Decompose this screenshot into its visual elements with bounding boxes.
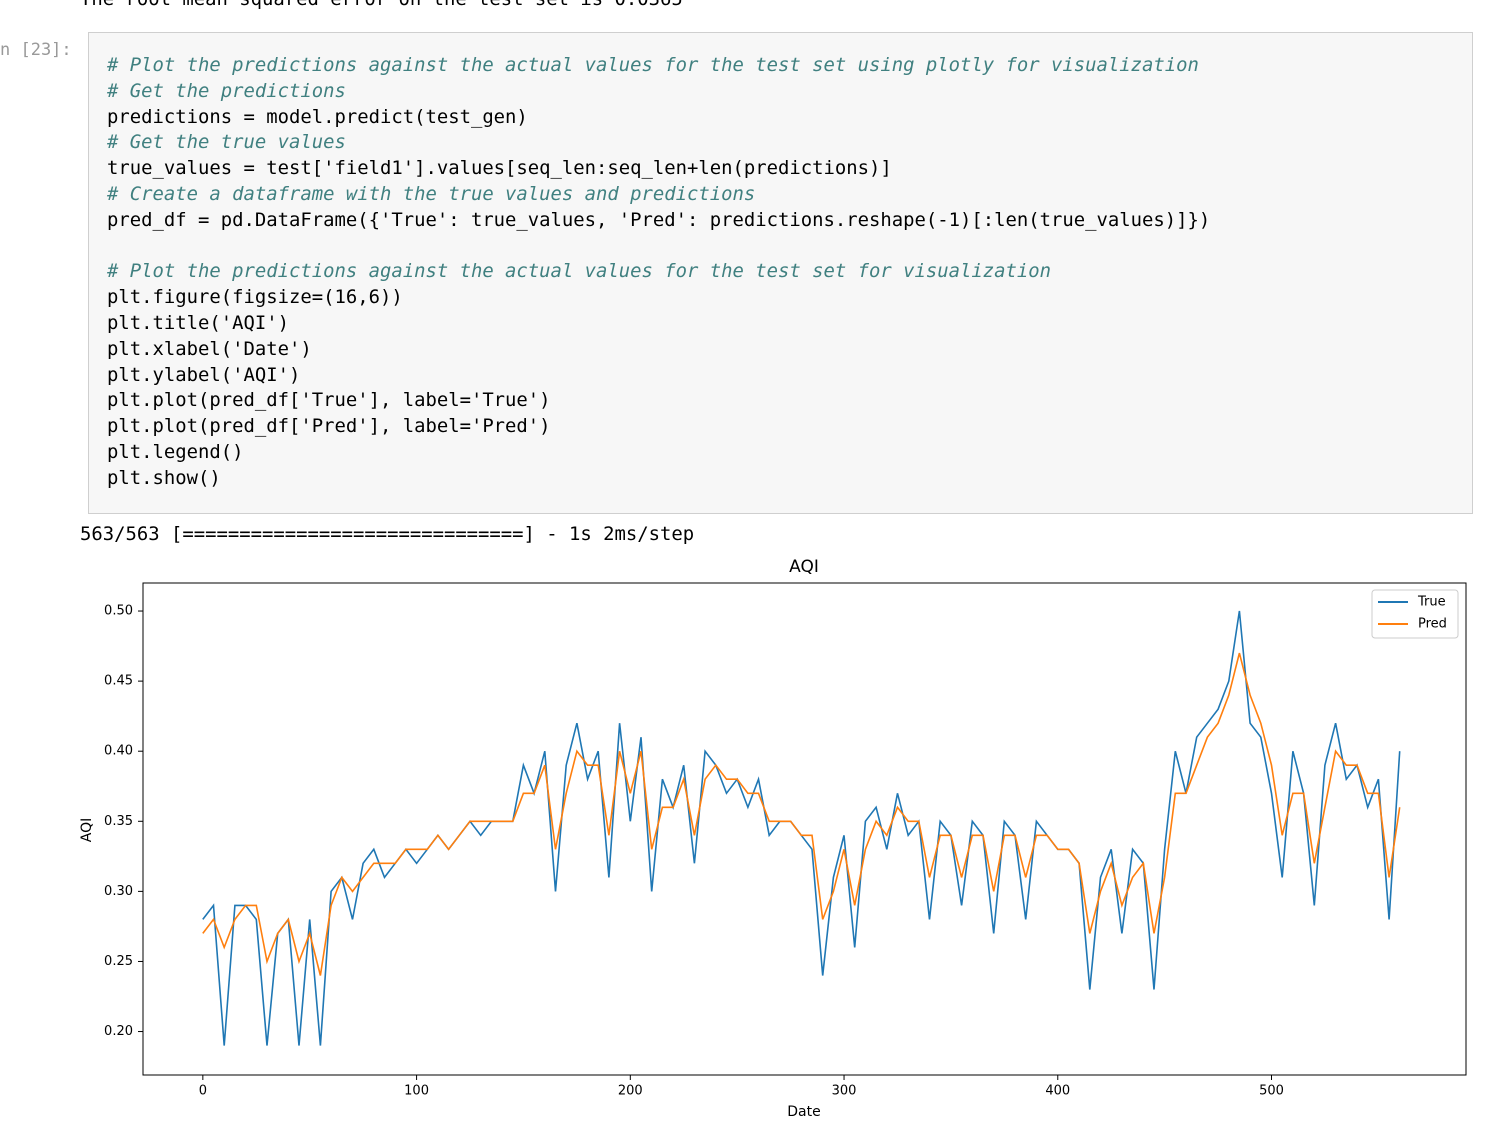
code-line: pred_df = pd.DataFrame({'True': true_val… [107,208,1211,231]
previous-output: The root mean squared error on the test … [80,0,683,10]
code-line: # Get the true values [107,131,346,154]
chart-title: AQI [789,557,819,577]
series-line [202,652,1401,976]
series-line [202,610,1401,1046]
code-line: plt.title('AQI') [107,311,289,334]
code-line: # Plot the predictions against the actua… [107,260,1051,283]
x-tick-label: 200 [618,1084,643,1099]
code: # Plot the predictions against the actua… [107,53,1210,492]
code-block: # Plot the predictions against the actua… [107,53,1210,234]
code-line: plt.figure(figsize=(16,6)) [107,286,403,309]
y-tick-label: 0.20 [104,1024,133,1039]
x-tick-label: 400 [1045,1084,1070,1099]
legend-label: Pred [1418,617,1447,632]
x-axis-label: Date [787,1104,820,1120]
x-tick-label: 300 [832,1084,857,1099]
x-tick-label: 0 [199,1084,207,1099]
code-line: true_values = test['field1'].values[seq_… [107,157,892,180]
y-tick-label: 0.50 [104,604,133,619]
code-line: # Plot the predictions against the actua… [107,54,1199,76]
y-tick-label: 0.30 [104,884,133,899]
x-tick-label: 100 [404,1084,429,1099]
code-line: plt.xlabel('Date') [107,337,312,360]
y-axis-label: AQI [79,818,95,842]
y-tick-label: 0.35 [104,814,133,829]
stream-output: 563/563 [==============================]… [80,523,695,545]
code-line: plt.legend() [107,440,244,463]
y-tick-label: 0.25 [104,954,133,969]
code-line: plt.plot(pred_df['True'], label='True') [107,389,551,412]
x-tick-label: 500 [1259,1084,1284,1099]
code-line: predictions = model.predict(test_gen) [107,105,528,128]
code-line: plt.show() [107,466,221,489]
code-block: # Plot the predictions against the actua… [107,259,1210,491]
code-line: # Get the predictions [107,79,346,102]
code-line: # Create a dataframe with the true value… [107,182,756,205]
cell-prompt: n [23]: [0,40,72,60]
legend-label: True [1417,595,1446,610]
plot-area [142,582,1467,1076]
code-line: plt.ylabel('AQI') [107,363,301,386]
y-tick-label: 0.40 [104,744,133,759]
y-tick-label: 0.45 [104,674,133,689]
code-cell[interactable]: # Plot the predictions against the actua… [88,32,1473,514]
code-line: plt.plot(pred_df['Pred'], label='Pred') [107,415,551,438]
